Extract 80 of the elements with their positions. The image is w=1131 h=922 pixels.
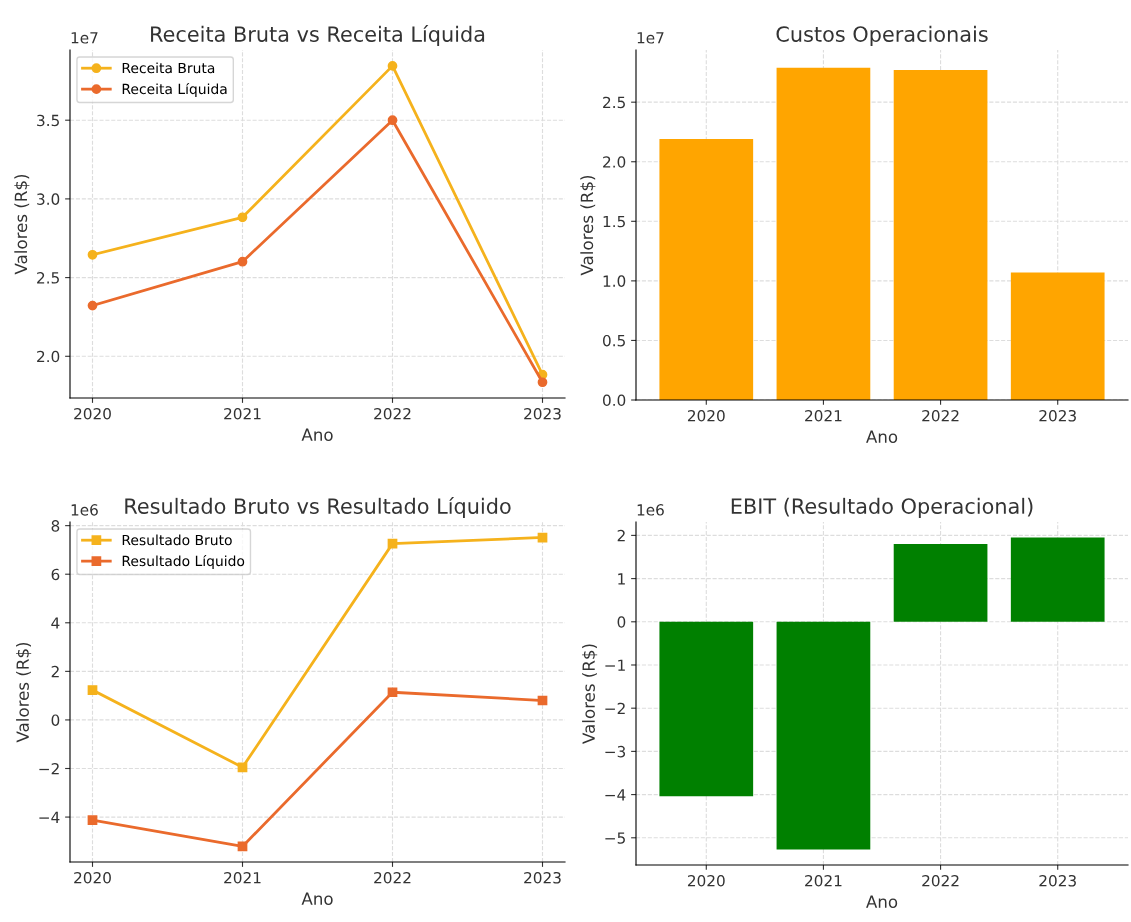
point — [537, 377, 548, 388]
y-axis-title: Valores (R$) — [580, 175, 596, 276]
x-axis-title: Ano — [866, 430, 898, 443]
x-tick-label: 2021 — [224, 407, 261, 420]
x-tick-label: 2020 — [687, 409, 725, 422]
x-tick-label: 2022 — [374, 407, 411, 420]
y-tick-label: −2 — [605, 702, 625, 714]
y-tick-label: −3 — [605, 745, 626, 758]
y-tick-label: 1 — [618, 573, 625, 585]
bar — [776, 621, 871, 850]
y-tick-label: 2.5 — [37, 272, 59, 284]
y-tick-label: −4 — [605, 789, 626, 801]
y-axis-title: Valores (R$) — [14, 174, 30, 275]
x-tick-label: 2020 — [74, 871, 111, 884]
y-tick-label: 0 — [617, 616, 626, 628]
x-tick-label: 2020 — [74, 407, 111, 420]
chart-title: Custos Operacionais — [776, 25, 988, 46]
y-tick-label: 2.5 — [603, 96, 625, 109]
x-tick-label: 2023 — [1039, 409, 1076, 422]
legend-label: Receita Líquida — [122, 82, 227, 97]
bar — [776, 67, 871, 400]
y-tick-label: 0.5 — [602, 334, 625, 347]
legend-label: Resultado Bruto — [122, 534, 232, 546]
y-tick-label: −1 — [605, 659, 625, 671]
bar — [659, 621, 754, 797]
y-tick-label: −5 — [605, 832, 625, 844]
y-axis-title: Valores (R$) — [16, 642, 32, 743]
bar — [1010, 272, 1105, 400]
x-axis-title: Ano — [301, 892, 333, 905]
y-tick-label: 6 — [51, 568, 60, 581]
y-tick-label: 2 — [51, 665, 59, 678]
text: 1e7 — [637, 32, 664, 44]
y-tick-label: 3.5 — [37, 114, 59, 127]
y-tick-label: 8 — [51, 520, 60, 532]
x-tick-label: 2021 — [805, 409, 842, 422]
point — [237, 762, 248, 773]
y-tick-label: 0 — [51, 714, 60, 726]
y-tick-label: 1.5 — [603, 215, 625, 228]
x-tick-label: 2022 — [922, 409, 959, 422]
x-tick-label: 2021 — [224, 871, 261, 884]
y-tick-label: 4 — [51, 617, 60, 629]
legend-label: Receita Bruta — [122, 62, 215, 74]
y-tick-label: 2.0 — [603, 156, 626, 168]
bar — [659, 139, 754, 400]
point — [237, 256, 248, 267]
text: 1e7 — [71, 32, 98, 44]
point — [387, 687, 398, 698]
bar — [893, 544, 988, 622]
y-tick-label: 2.0 — [37, 350, 60, 363]
y-axis-title: Valores (R$) — [582, 644, 598, 744]
point — [87, 300, 98, 311]
point — [387, 115, 398, 126]
point — [87, 249, 98, 260]
x-tick-label: 2022 — [922, 874, 959, 887]
y-tick-label: −2 — [39, 762, 59, 775]
text: 1e6 — [637, 504, 664, 516]
chart-title: EBIT (Resultado Operacional) — [731, 497, 1033, 518]
point — [237, 212, 248, 223]
bar — [1010, 537, 1105, 622]
y-tick-label: 0.0 — [602, 394, 626, 407]
x-tick-label: 2023 — [1039, 874, 1076, 887]
legend-label: Resultado Líquido — [122, 554, 245, 569]
y-tick-label: 1.0 — [603, 275, 626, 287]
x-axis-title: Ano — [866, 895, 898, 908]
x-tick-label: 2020 — [687, 874, 725, 887]
chart-title: Resultado Bruto vs Resultado Líquido — [125, 497, 511, 518]
x-tick-label: 2021 — [805, 874, 842, 887]
text: 1e6 — [71, 504, 98, 516]
point — [387, 61, 398, 71]
x-axis-title: Ano — [301, 428, 333, 441]
chart-title: Receita Bruta vs Receita Líquida — [151, 25, 485, 46]
point — [87, 685, 98, 695]
x-tick-label: 2023 — [524, 407, 561, 420]
y-tick-label: −4 — [39, 811, 60, 823]
bar — [893, 70, 988, 400]
y-tick-label: 3.0 — [37, 193, 60, 205]
x-tick-label: 2022 — [374, 871, 411, 884]
x-tick-label: 2023 — [524, 871, 561, 884]
y-tick-label: 2 — [617, 529, 625, 542]
point — [87, 815, 98, 826]
